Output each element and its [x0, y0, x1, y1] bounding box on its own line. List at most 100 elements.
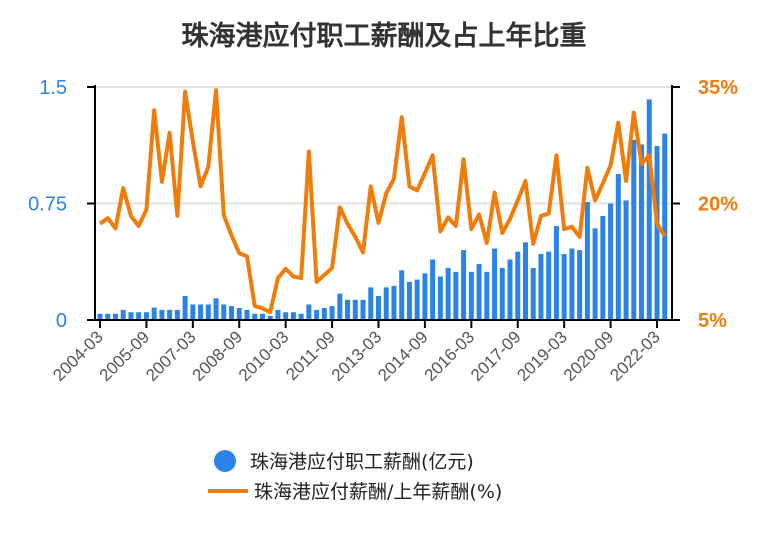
bar — [306, 304, 312, 320]
bar — [538, 253, 544, 320]
bar — [422, 273, 428, 320]
bar — [631, 139, 637, 320]
bar — [553, 226, 559, 320]
bar — [244, 309, 250, 320]
bar — [507, 259, 513, 320]
bar — [345, 299, 351, 320]
bar — [120, 309, 126, 320]
x-tick-label: 2008-09 — [189, 327, 247, 385]
x-tick-label: 2022-03 — [606, 327, 664, 385]
chart-title: 珠海港应付职工薪酬及占上年比重 — [181, 21, 587, 52]
bar — [128, 312, 134, 320]
x-tick-label: 2005-09 — [96, 327, 154, 385]
bar — [167, 309, 173, 320]
bar — [468, 271, 474, 320]
x-tick-label: 2011-09 — [282, 327, 339, 384]
x-tick-label: 2019-03 — [513, 327, 571, 385]
bar — [182, 295, 188, 320]
bar — [283, 312, 289, 320]
bar — [608, 203, 614, 320]
bar — [522, 242, 528, 320]
line-series — [98, 88, 667, 315]
bar — [329, 306, 335, 320]
left-tick-label: 0.75 — [28, 194, 67, 216]
legend-item-bar[interactable]: 珠海港应付职工薪酬(亿元) — [214, 447, 474, 474]
bar — [437, 276, 443, 320]
bar — [461, 250, 467, 320]
bar — [174, 309, 180, 320]
bar — [221, 304, 227, 320]
bar — [600, 215, 606, 320]
bar — [229, 306, 235, 320]
bar — [639, 144, 645, 320]
legend-line-icon — [208, 488, 248, 493]
bar — [546, 251, 552, 320]
bar — [97, 313, 103, 320]
bar — [205, 304, 211, 320]
x-tick-label: 2020-09 — [560, 327, 618, 385]
bar — [143, 312, 149, 320]
left-tick-label: 0 — [56, 310, 67, 332]
x-tick-label: 2010-03 — [235, 327, 293, 385]
bar — [198, 304, 204, 320]
bar — [484, 271, 490, 320]
bar — [275, 309, 281, 320]
bar — [236, 308, 242, 320]
bar — [492, 248, 498, 320]
bar — [360, 299, 366, 320]
bar — [383, 287, 389, 320]
x-tick-label: 2004-03 — [49, 327, 107, 385]
bar — [252, 313, 258, 320]
x-tick-label: 2016-03 — [421, 327, 479, 385]
right-tick-label: 35% — [698, 77, 738, 99]
x-tick-label: 2014-09 — [374, 327, 432, 385]
bar — [368, 287, 374, 320]
bar — [159, 309, 165, 320]
bar — [213, 298, 219, 320]
legend-label-line: 珠海港应付薪酬/上年薪酬(%) — [254, 481, 503, 503]
bar — [592, 228, 598, 320]
bar — [577, 250, 583, 320]
x-tick-label: 2007-03 — [142, 327, 200, 385]
bar — [476, 264, 482, 320]
bar — [352, 299, 358, 320]
bar — [584, 201, 590, 320]
bar — [515, 251, 521, 320]
bar — [561, 253, 567, 320]
legend-item-line[interactable]: 珠海港应付薪酬/上年薪酬(%) — [208, 477, 503, 504]
bar — [267, 315, 273, 320]
bar — [290, 312, 296, 320]
legend-circle-icon — [214, 449, 236, 472]
bar — [615, 173, 621, 320]
bar — [190, 304, 196, 320]
right-tick-label: 20% — [698, 194, 738, 216]
bar — [453, 271, 459, 320]
bar — [530, 267, 536, 320]
bar — [662, 133, 668, 320]
bar — [406, 281, 412, 320]
bar — [376, 295, 381, 320]
bar — [654, 146, 660, 320]
right-tick-label: 5% — [698, 310, 727, 332]
bar — [569, 248, 575, 320]
bar — [430, 259, 436, 320]
bar — [414, 279, 420, 320]
bar — [136, 312, 142, 320]
bar — [112, 313, 118, 320]
bar — [337, 293, 343, 320]
bar — [646, 99, 652, 320]
bar — [314, 309, 320, 320]
bar — [321, 308, 327, 320]
bar — [298, 313, 304, 320]
left-tick-label: 1.5 — [39, 77, 67, 99]
legend-label-bar: 珠海港应付职工薪酬(亿元) — [250, 451, 474, 473]
bar — [259, 313, 265, 320]
bar — [391, 285, 397, 320]
bar — [445, 267, 451, 320]
bar — [499, 267, 505, 320]
bar — [399, 270, 405, 320]
bar — [151, 307, 157, 320]
x-tick-label: 2017-09 — [467, 327, 525, 385]
x-tick-label: 2013-03 — [328, 327, 386, 385]
